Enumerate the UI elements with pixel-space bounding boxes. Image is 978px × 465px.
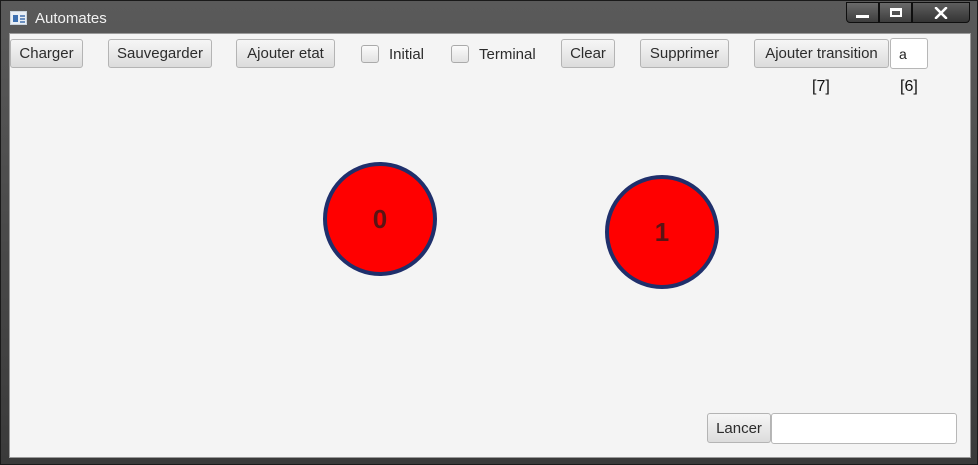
- initial-checkbox-box[interactable]: [361, 45, 379, 63]
- initial-checkbox[interactable]: Initial: [361, 44, 424, 64]
- terminal-checkbox[interactable]: Terminal: [451, 44, 536, 64]
- state-node-0[interactable]: 0: [323, 162, 437, 276]
- title-bar[interactable]: Automates: [1, 1, 977, 33]
- initial-checkbox-label: Initial: [389, 45, 425, 63]
- transition-symbol-input[interactable]: a: [890, 38, 928, 69]
- state-node-1[interactable]: 1: [605, 175, 719, 289]
- terminal-checkbox-box[interactable]: [451, 45, 469, 63]
- ajouter-etat-button[interactable]: Ajouter etat: [236, 39, 335, 68]
- lancer-button[interactable]: Lancer: [707, 413, 771, 443]
- minimize-button[interactable]: [846, 2, 879, 23]
- close-button[interactable]: [912, 2, 970, 23]
- clear-button[interactable]: Clear: [561, 39, 615, 68]
- charger-button[interactable]: Charger: [10, 39, 83, 68]
- word-input[interactable]: [771, 413, 957, 444]
- minimize-icon: [856, 15, 869, 18]
- transition-index-label: [7]: [812, 78, 830, 95]
- maximize-icon: [889, 8, 902, 17]
- window-title: Automates: [35, 10, 107, 27]
- automaton-canvas[interactable]: Charger Sauvegarder Ajouter etat Initial…: [9, 33, 971, 458]
- symbol-index-label: [6]: [900, 78, 918, 95]
- state-node-label: 0: [372, 203, 388, 234]
- state-node-label: 1: [654, 216, 670, 247]
- maximize-button[interactable]: [879, 2, 912, 23]
- app-window-icon: [10, 11, 27, 25]
- sauvegarder-button[interactable]: Sauvegarder: [108, 39, 212, 68]
- window-controls: [846, 2, 970, 23]
- terminal-checkbox-label: Terminal: [479, 45, 536, 63]
- close-icon: [934, 6, 948, 19]
- ajouter-transition-button[interactable]: Ajouter transition: [754, 39, 889, 68]
- supprimer-button[interactable]: Supprimer: [640, 39, 729, 68]
